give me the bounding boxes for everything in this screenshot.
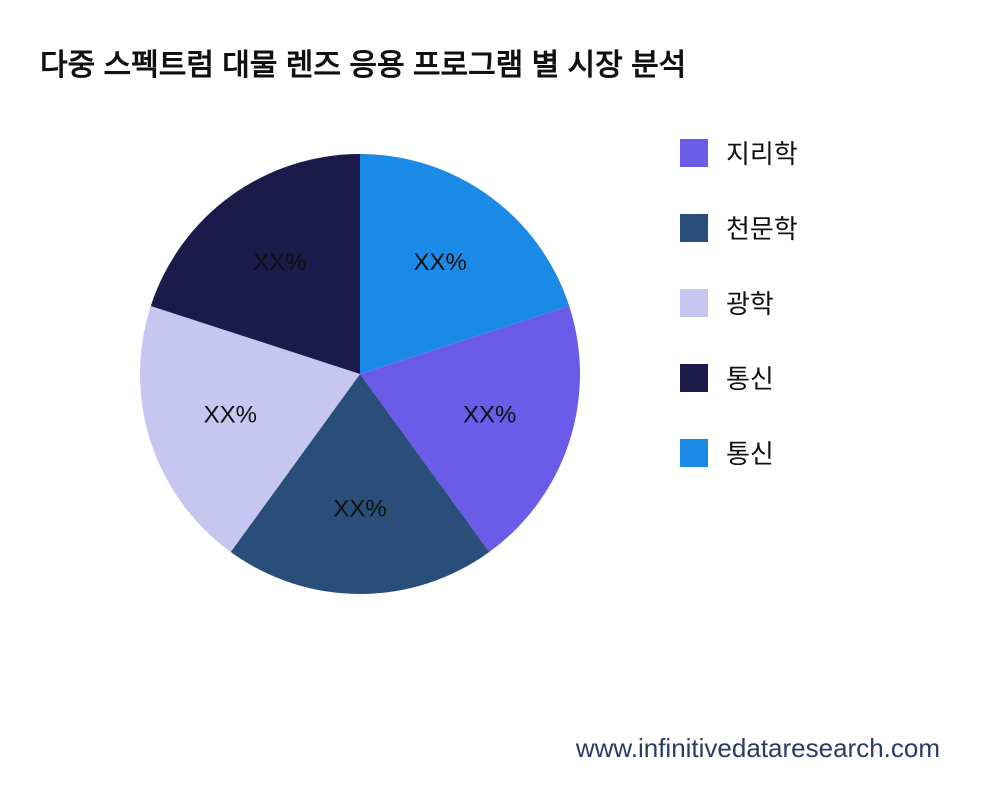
footer-link[interactable]: www.infinitivedataresearch.com (40, 733, 960, 770)
legend-label: 지리학 (726, 134, 798, 171)
legend-swatch (680, 289, 708, 317)
pie-slice-label: XX% (413, 249, 466, 276)
pie-slice-label: XX% (253, 249, 306, 276)
chart-container: 다중 스펙트럼 대물 렌즈 응용 프로그램 별 시장 분석 XX%XX%XX%X… (0, 0, 1000, 800)
pie-slice-label: XX% (463, 401, 516, 428)
legend-label: 통신 (726, 434, 774, 471)
pie-slice-label: XX% (204, 401, 257, 428)
legend-item: 광학 (680, 284, 798, 321)
legend-item: 천문학 (680, 209, 798, 246)
pie-chart: XX% XX% XX% XX% XX% (100, 114, 620, 634)
legend-item: 통신 (680, 359, 798, 396)
legend-swatch (680, 439, 708, 467)
legend-label: 광학 (726, 284, 774, 321)
legend-label: 천문학 (726, 209, 798, 246)
chart-title: 다중 스펙트럼 대물 렌즈 응용 프로그램 별 시장 분석 (40, 40, 960, 84)
pie-slice-label: XX% (333, 496, 386, 523)
legend: 지리학천문학광학통신통신 (680, 114, 798, 471)
pie-svg: XX% XX% XX% XX% XX% (100, 114, 620, 634)
legend-swatch (680, 214, 708, 242)
chart-area: XX%XX%XX%XX%XX% 지리학천문학광학통신통신 (40, 114, 960, 733)
legend-swatch (680, 364, 708, 392)
legend-swatch (680, 139, 708, 167)
legend-label: 통신 (726, 359, 774, 396)
legend-item: 통신 (680, 434, 798, 471)
legend-item: 지리학 (680, 134, 798, 171)
